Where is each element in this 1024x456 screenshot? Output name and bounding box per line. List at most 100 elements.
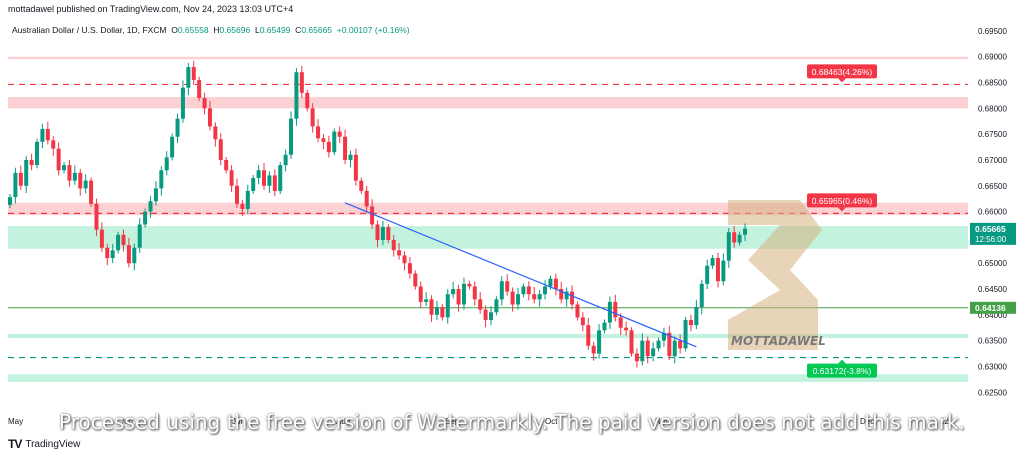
candle-body	[407, 263, 412, 274]
axis-price-badge-1	[970, 301, 1016, 314]
x-tick-label: Jul	[232, 417, 242, 426]
candle-body	[283, 154, 288, 166]
candle-body	[737, 234, 742, 243]
candle-body	[267, 175, 272, 186]
x-tick-label: Nov	[655, 417, 669, 426]
candle-body	[699, 283, 704, 308]
candle-body	[99, 229, 104, 248]
y-tick-label: 0.64500	[978, 285, 1007, 294]
candle-body	[45, 128, 50, 141]
candle-body	[299, 72, 304, 93]
candle-body	[591, 345, 596, 354]
y-tick-label: 0.68000	[978, 104, 1007, 113]
price-axis: 0.69500 0.69000 0.68500 0.68000 0.67500 0.670…	[970, 27, 1016, 397]
candle-body	[488, 312, 493, 320]
candle-body	[461, 283, 466, 305]
candle-body	[483, 309, 488, 320]
candle-body	[380, 227, 385, 240]
candle-body	[132, 247, 137, 264]
zone-support-5	[8, 374, 968, 382]
candle-body	[148, 201, 153, 212]
candle-body	[348, 154, 353, 160]
x-tick-label: Oct	[545, 417, 558, 426]
price-labels-layer: 0.68463(4.26%) 0.65965(0.46%) 0.63172(-3.8…	[807, 64, 877, 378]
y-tick-label: 0.63500	[978, 337, 1007, 346]
candle-body	[451, 289, 456, 295]
candle-body	[645, 340, 650, 357]
candle-body	[229, 170, 234, 186]
candle-body	[197, 79, 202, 99]
candle-body	[586, 325, 591, 346]
y-tick-label: 0.67500	[978, 130, 1007, 139]
footer-brand[interactable]: TV TradingView	[8, 437, 80, 451]
candle-body	[732, 232, 737, 243]
y-tick-label: 0.67000	[978, 156, 1007, 165]
publish-info: mottadawel published on TradingView.com,…	[8, 4, 294, 14]
axis-price-badge-0	[970, 222, 1016, 245]
candle-body	[278, 165, 283, 191]
candle-body	[467, 283, 472, 287]
candle-body	[656, 340, 661, 349]
price-label-box-0	[807, 64, 877, 79]
candle-body	[343, 136, 348, 160]
candle-body	[726, 232, 731, 261]
zone-support-4	[8, 333, 968, 339]
candle-body	[78, 172, 83, 189]
x-tick-label: Dec	[860, 417, 874, 426]
x-tick-label: May	[8, 417, 23, 426]
tradingview-logo-icon: TV	[8, 437, 22, 451]
candle-body	[180, 87, 185, 119]
change-value: +0.00107 (+0.16%)	[336, 25, 410, 35]
candle-body	[51, 140, 56, 149]
candle-body	[262, 170, 267, 186]
candle-body	[40, 128, 45, 142]
candle-body	[186, 67, 191, 88]
candle-body	[429, 299, 434, 315]
price-label-box-1	[807, 193, 877, 208]
candle-body	[159, 170, 164, 189]
candle-body	[67, 165, 72, 181]
price-label-pointer-0	[838, 78, 846, 83]
candle-body	[678, 340, 683, 349]
candle-body	[110, 250, 115, 259]
y-tick-label: 0.66500	[978, 182, 1007, 191]
candle-body	[89, 180, 94, 204]
candle-body	[570, 291, 575, 305]
price-label-pointer-2	[838, 359, 846, 364]
candle-body	[353, 154, 358, 181]
candle-body	[240, 203, 245, 209]
candle-body	[24, 159, 29, 186]
candle-body	[170, 136, 175, 158]
candle-body	[251, 178, 256, 191]
ohlc-low: L0.65499	[254, 25, 291, 35]
zone-resistance-0	[8, 56, 968, 60]
candle-body	[634, 353, 639, 362]
candle-body	[8, 197, 12, 205]
candle-body	[478, 299, 483, 310]
y-tick-label: 0.69500	[978, 27, 1007, 36]
candle-body	[332, 131, 337, 153]
candle-body	[564, 291, 569, 300]
candle-body	[35, 141, 40, 166]
levels-layer	[8, 83, 968, 359]
zone-support-3	[8, 226, 968, 249]
candle-body	[456, 289, 461, 305]
candle-body	[510, 291, 515, 305]
candle-body	[29, 159, 34, 166]
candle-body	[548, 278, 553, 287]
candle-body	[391, 239, 396, 251]
candle-body	[526, 286, 531, 295]
brand-arrow-shape	[728, 200, 822, 350]
symbol-title: Australian Dollar / U.S. Dollar, 1D, FXC…	[12, 25, 167, 35]
candle-body	[521, 286, 526, 295]
axis-price-value-0: 0.65665	[975, 224, 1006, 234]
candle-body	[13, 172, 18, 198]
candle-body	[326, 141, 331, 153]
candle-body	[618, 317, 623, 328]
y-tick-label: 0.63000	[978, 362, 1007, 371]
candle-body	[499, 281, 504, 300]
candle-body	[224, 159, 229, 171]
candle-body	[126, 245, 131, 264]
y-tick-label: 0.65000	[978, 259, 1007, 268]
